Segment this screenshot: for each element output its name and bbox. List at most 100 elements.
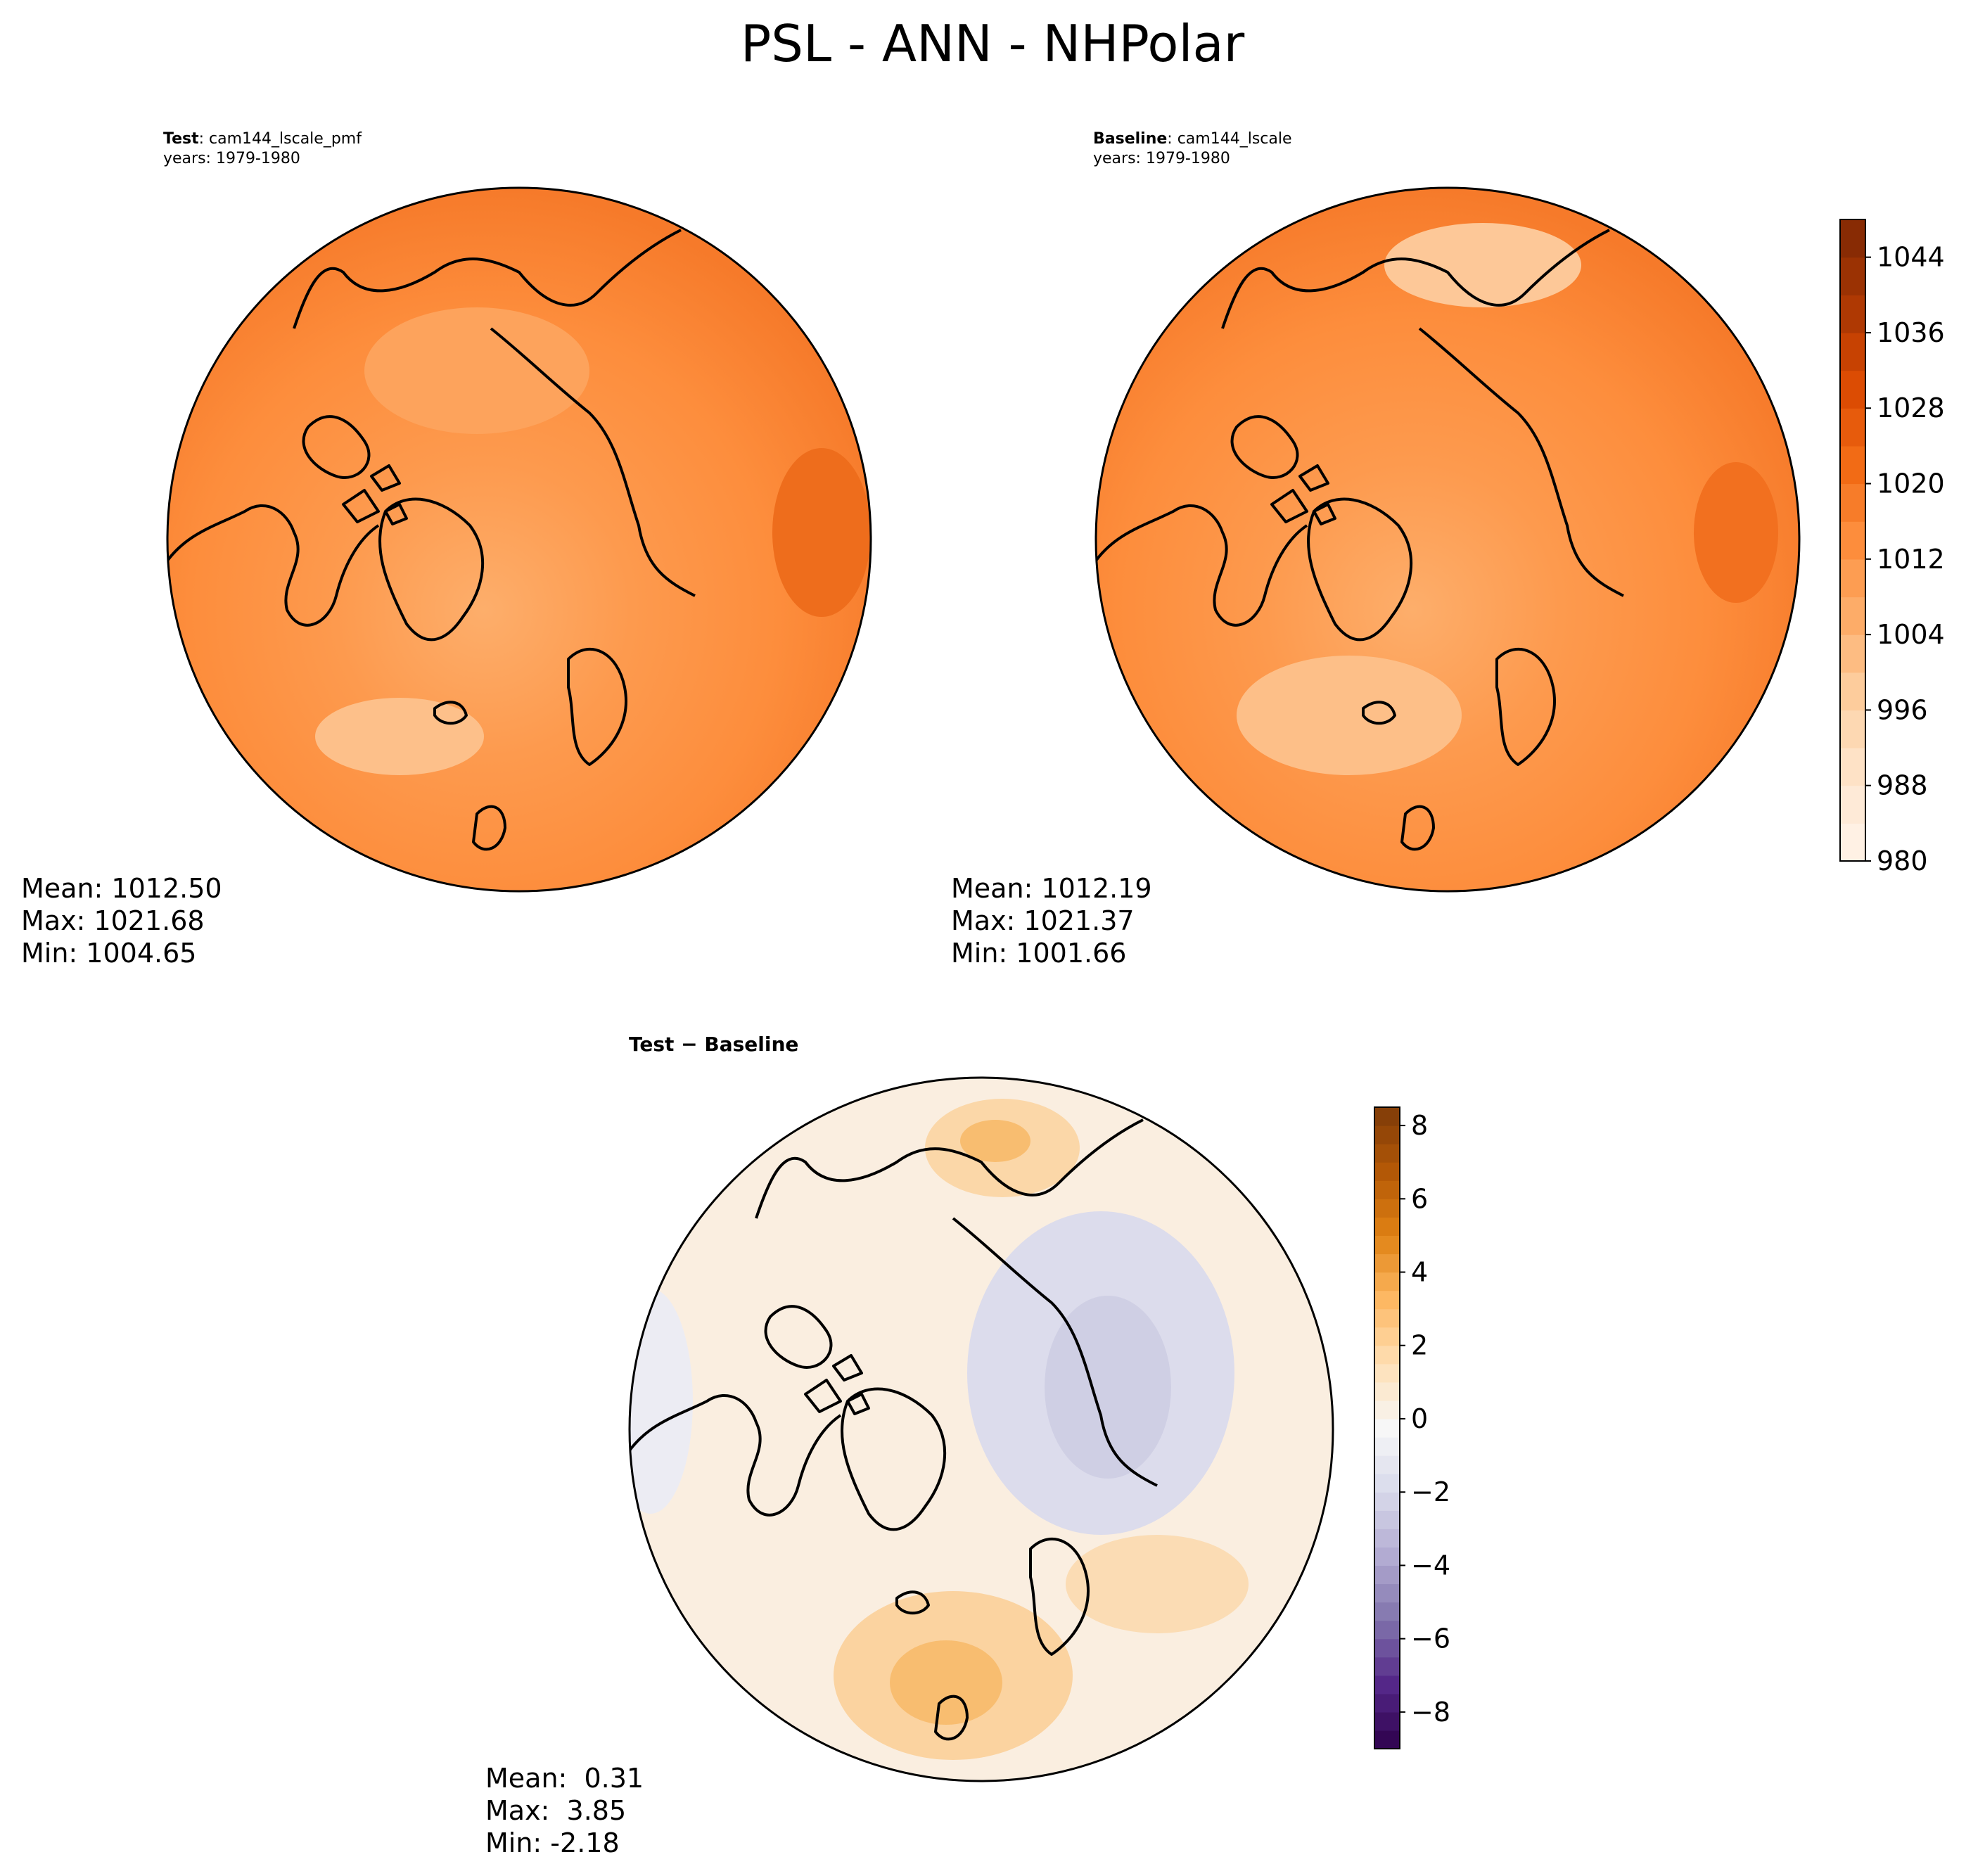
baseline-panel-label: Baseline: cam144_lscale years: 1979-1980	[1093, 129, 1292, 169]
psl-colorbar-level	[1840, 672, 1865, 711]
baseline-label-bold: Baseline	[1093, 130, 1168, 148]
psl-colorbar-level	[1840, 257, 1865, 295]
diff-colorbar-level	[1374, 1363, 1400, 1383]
psl-colorbar-tick-label: 1020	[1877, 468, 1945, 499]
baseline-north-low-region	[1384, 223, 1581, 307]
test-max: Max: 1021.68	[21, 905, 205, 936]
diff-colorbar-tick-label: 2	[1411, 1330, 1428, 1361]
diff-colorbar-frame	[1374, 1106, 1400, 1749]
psl-colorbar-tick-label: 1036	[1877, 317, 1945, 348]
test-panel-label: Test: cam144_lscale_pmf years: 1979-1980	[163, 129, 362, 169]
diff-colorbar-level	[1374, 1620, 1400, 1640]
diff-south-core	[890, 1640, 1002, 1725]
test-case-name: : cam144_lscale_pmf	[198, 130, 362, 148]
test-low-region	[315, 698, 484, 775]
psl-colorbar-tick-label: 1044	[1877, 242, 1945, 273]
diff-colorbar: −8 −6 −4 −2 0 2 4 6 8	[1374, 1106, 1450, 1749]
diff-colorbar-level	[1374, 1492, 1400, 1511]
diff-panel-label: Test − Baseline	[629, 1033, 799, 1056]
baseline-mean: Mean: 1012.19	[951, 873, 1152, 904]
diff-stats: Mean: 0.31 Max: 3.85 Min: -2.18	[485, 1762, 644, 1859]
diff-colorbar-level	[1374, 1638, 1400, 1658]
psl-colorbar-level	[1840, 559, 1865, 598]
diff-colorbar-level	[1374, 1657, 1400, 1676]
diff-colorbar-level	[1374, 1382, 1400, 1401]
diff-colorbar-level	[1374, 1602, 1400, 1621]
diff-colorbar-level	[1374, 1693, 1400, 1713]
psl-colorbar-level	[1840, 219, 1865, 258]
diff-colorbar-level	[1374, 1730, 1400, 1749]
test-mean: Mean: 1012.50	[21, 873, 222, 904]
psl-colorbar-level	[1840, 823, 1865, 862]
diff-colorbar-level	[1374, 1547, 1400, 1566]
diff-colorbar-tick-label: −4	[1411, 1550, 1450, 1581]
diff-colorbar-tick-label: −2	[1411, 1476, 1450, 1507]
baseline-min: Min: 1001.66	[951, 938, 1127, 969]
test-field	[167, 188, 871, 891]
psl-colorbar-frame	[1839, 219, 1866, 862]
diff-colorbar-level	[1374, 1565, 1400, 1585]
test-map-boundary	[166, 186, 872, 893]
diff-colorbar-level	[1374, 1529, 1400, 1548]
figure-title: PSL - ANN - NHPolar	[740, 14, 1245, 73]
test-years: years: 1979-1980	[163, 150, 300, 167]
diff-colorbar-level	[1374, 1235, 1400, 1255]
psl-colorbar-tick-label: 988	[1877, 770, 1928, 801]
psl-colorbar-tick-label: 1004	[1877, 619, 1945, 650]
psl-colorbar-level	[1840, 332, 1865, 371]
psl-colorbar-level	[1840, 785, 1865, 824]
diff-colorbar-level	[1374, 1345, 1400, 1365]
diff-negative-core	[1045, 1296, 1171, 1479]
diff-mean: Mean: 0.31	[485, 1763, 644, 1794]
psl-colorbar-tick-label: 1012	[1877, 544, 1945, 575]
diff-colorbar-level	[1374, 1125, 1400, 1144]
diff-colorbar-tick-label: −6	[1411, 1623, 1450, 1654]
psl-colorbar-level	[1840, 521, 1865, 560]
diff-colorbar-level	[1374, 1510, 1400, 1529]
test-stats: Mean: 1012.50 Max: 1021.68 Min: 1004.65	[21, 872, 222, 969]
psl-colorbar-level	[1840, 445, 1865, 485]
diff-map	[628, 1076, 1334, 1782]
test-high-region	[772, 448, 871, 617]
test-map	[166, 186, 872, 893]
diff-colorbar-level	[1374, 1418, 1400, 1438]
psl-colorbar-level	[1840, 634, 1865, 673]
baseline-high-region	[1694, 462, 1778, 603]
diff-colorbar-level	[1374, 1308, 1400, 1328]
diff-min: Min: -2.18	[485, 1827, 620, 1858]
psl-colorbar-level	[1840, 295, 1865, 333]
diff-max: Max: 3.85	[485, 1795, 627, 1826]
diff-colorbar-level	[1374, 1180, 1400, 1199]
psl-colorbar-level	[1840, 748, 1865, 786]
psl-colorbar-tick-label: 1028	[1877, 393, 1945, 423]
baseline-case-name: : cam144_lscale	[1167, 130, 1292, 148]
diff-colorbar-level	[1374, 1253, 1400, 1273]
diff-west-negative	[630, 1289, 693, 1514]
diff-colorbar-level	[1374, 1199, 1400, 1218]
diff-colorbar-level	[1374, 1437, 1400, 1456]
psl-colorbar-tick-label: 996	[1877, 694, 1928, 725]
baseline-map	[1094, 186, 1801, 893]
psl-colorbar-level	[1840, 483, 1865, 522]
test-min: Min: 1004.65	[21, 938, 197, 969]
baseline-stats: Mean: 1012.19 Max: 1021.37 Min: 1001.66	[951, 872, 1152, 969]
diff-colorbar-level	[1374, 1455, 1400, 1474]
diff-colorbar-tick-label: 4	[1411, 1257, 1428, 1288]
diff-colorbar-tick-label: 0	[1411, 1403, 1428, 1434]
diff-colorbar-level	[1374, 1474, 1400, 1493]
diff-colorbar-tick-label: −8	[1411, 1697, 1450, 1728]
diff-colorbar-level	[1374, 1217, 1400, 1236]
test-mid-region	[364, 307, 589, 434]
diff-map-boundary	[628, 1076, 1334, 1782]
psl-colorbar-level	[1840, 596, 1865, 635]
psl-colorbar-level	[1840, 408, 1865, 447]
diff-colorbar-level	[1374, 1711, 1400, 1731]
diff-colorbar-level	[1374, 1290, 1400, 1310]
diff-north-core	[960, 1120, 1030, 1162]
psl-colorbar: 980 988 996 1004 1012 1020 1028 1036 1044	[1839, 219, 1945, 876]
diff-colorbar-level	[1374, 1272, 1400, 1291]
baseline-max: Max: 1021.37	[951, 905, 1135, 936]
baseline-map-boundary	[1094, 186, 1801, 893]
diff-colorbar-level	[1374, 1162, 1400, 1181]
diff-colorbar-level	[1374, 1675, 1400, 1695]
